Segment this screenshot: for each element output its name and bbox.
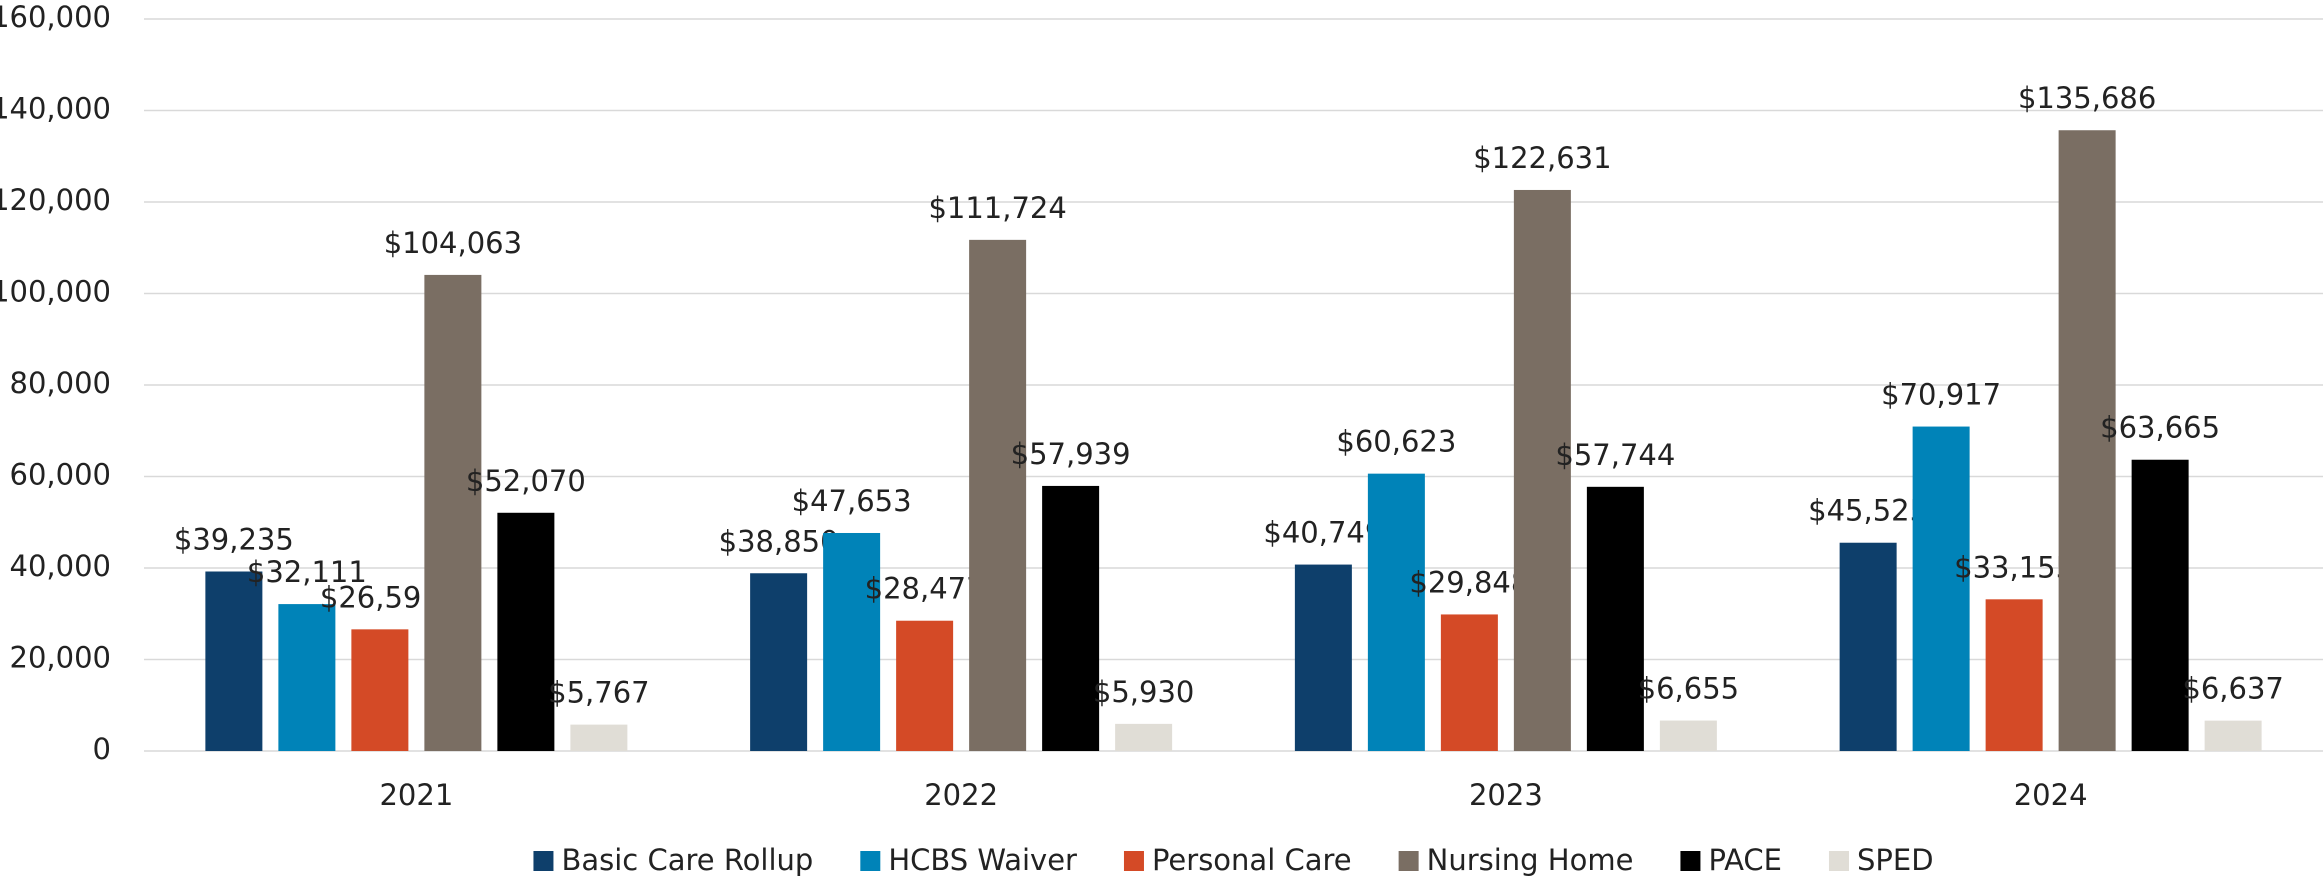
- data-label: $52,070: [466, 464, 586, 498]
- legend-swatch: [1398, 851, 1419, 871]
- data-label: $47,653: [792, 484, 912, 518]
- x-tick-label: 2022: [924, 778, 998, 812]
- data-label: $38,850: [719, 524, 839, 558]
- data-label: $6,655: [1638, 672, 1739, 706]
- bar: [1659, 720, 1717, 751]
- legend-label: SPED: [1857, 843, 1934, 877]
- legend-label: Personal Care: [1152, 843, 1352, 877]
- legend-label: PACE: [1708, 843, 1782, 877]
- bar: [205, 571, 263, 751]
- bar: [278, 604, 336, 751]
- bar: [1586, 486, 1644, 751]
- y-tick-label: 140,000: [0, 92, 111, 126]
- bar: [823, 532, 881, 751]
- y-tick-label: 100,000: [0, 275, 111, 309]
- data-label: $104,063: [384, 226, 522, 260]
- legend-label: Basic Care Rollup: [561, 843, 813, 877]
- data-label: $111,724: [928, 191, 1066, 225]
- legend-swatch: [1680, 851, 1701, 871]
- x-tick-label: 2024: [2014, 778, 2088, 812]
- bar: [2131, 459, 2189, 751]
- y-tick-label: 160,000: [0, 0, 111, 34]
- bar: [1115, 723, 1173, 751]
- bar: [1839, 542, 1897, 751]
- x-tick-label: 2023: [1469, 778, 1543, 812]
- data-label: $39,235: [174, 522, 294, 556]
- data-label: $57,939: [1011, 437, 1131, 471]
- y-tick-label: 80,000: [10, 366, 111, 400]
- data-label: $40,749: [1263, 516, 1383, 550]
- data-label: $70,917: [1881, 378, 2001, 412]
- bar: [1294, 564, 1352, 751]
- bar: [570, 724, 628, 751]
- y-tick-label: 0: [93, 732, 111, 766]
- data-label: $26,591: [320, 580, 440, 614]
- legend-swatch: [1828, 851, 1849, 871]
- bar: [1912, 426, 1970, 751]
- bar: [1440, 614, 1498, 751]
- bar: [2204, 720, 2262, 751]
- bar: [2058, 130, 2116, 751]
- y-tick-label: 60,000: [10, 458, 111, 492]
- bar: [896, 620, 954, 751]
- y-tick-label: 120,000: [0, 183, 111, 217]
- data-label: $28,477: [865, 572, 985, 606]
- legend-label: Nursing Home: [1427, 843, 1634, 877]
- data-label: $45,525: [1808, 494, 1928, 528]
- data-label: $122,631: [1473, 141, 1611, 175]
- data-label: $60,623: [1336, 425, 1456, 459]
- bar: [1985, 599, 2043, 751]
- legend-swatch: [860, 851, 881, 871]
- data-label: $135,686: [2018, 81, 2156, 115]
- data-label: $29,848: [1409, 565, 1529, 599]
- legend-swatch: [1123, 851, 1144, 871]
- bar: [1513, 189, 1571, 751]
- data-label: $57,744: [1555, 438, 1675, 472]
- bar: [351, 629, 409, 751]
- data-label: $5,767: [548, 676, 649, 710]
- data-label: $33,155: [1954, 550, 2074, 584]
- y-tick-label: 40,000: [10, 549, 111, 583]
- y-tick-label: 20,000: [10, 641, 111, 675]
- data-label: $63,665: [2100, 411, 2220, 445]
- data-label: $6,637: [2182, 672, 2283, 706]
- data-label: $5,930: [1093, 675, 1194, 709]
- legend-label: HCBS Waiver: [888, 843, 1077, 877]
- data-label: $32,111: [247, 555, 367, 589]
- bar: [497, 512, 555, 751]
- legend-swatch: [533, 851, 554, 871]
- bar: [969, 239, 1027, 751]
- bar: [1042, 485, 1100, 751]
- bar: [1367, 473, 1425, 751]
- x-tick-label: 2021: [379, 778, 453, 812]
- bar: [750, 573, 808, 751]
- bar: [424, 274, 482, 751]
